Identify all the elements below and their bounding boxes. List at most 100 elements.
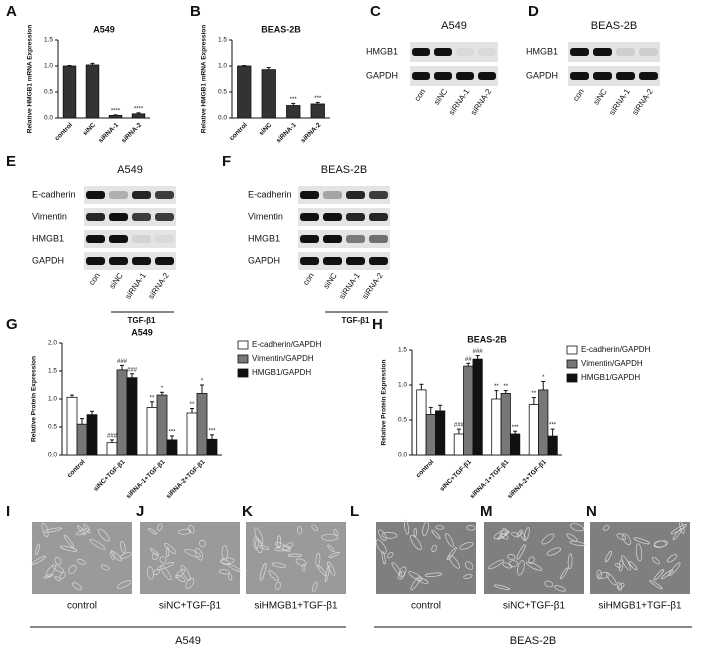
blot-strip bbox=[84, 208, 176, 226]
significance: *** bbox=[208, 428, 216, 434]
y-tick-label: 1.5 bbox=[218, 37, 227, 44]
blot-row-label: Vimentin bbox=[248, 211, 283, 221]
cell bbox=[604, 550, 612, 563]
blot-band bbox=[323, 213, 342, 221]
cell bbox=[311, 524, 318, 532]
cell bbox=[464, 561, 474, 570]
x-tick-label: siRNA-2 bbox=[300, 121, 323, 144]
cell bbox=[653, 569, 665, 581]
cell bbox=[628, 561, 638, 571]
cell bbox=[185, 577, 195, 589]
micrograph-caption: control bbox=[67, 601, 97, 612]
chart-title: BEAS-2B bbox=[261, 24, 301, 34]
blot-band bbox=[639, 72, 658, 80]
bar bbox=[76, 423, 88, 456]
blot-band bbox=[300, 257, 319, 265]
bar bbox=[86, 414, 98, 456]
blot-band bbox=[369, 191, 388, 199]
cell bbox=[83, 523, 91, 534]
blot-row-label: Vimentin bbox=[32, 211, 67, 221]
cell bbox=[159, 556, 167, 564]
cell bbox=[541, 533, 555, 545]
cell bbox=[41, 522, 49, 538]
cell bbox=[227, 573, 233, 581]
cell bbox=[220, 557, 235, 565]
blot-band bbox=[412, 72, 430, 80]
legend-swatch bbox=[237, 340, 249, 350]
bar bbox=[237, 65, 252, 119]
blot-band bbox=[639, 48, 658, 56]
blot-band bbox=[593, 48, 612, 56]
bar bbox=[416, 389, 427, 456]
significance: ### bbox=[127, 367, 138, 373]
panel-letter: I bbox=[6, 503, 10, 520]
cell bbox=[276, 535, 281, 549]
y-axis-label: Relative Protein Expression bbox=[381, 359, 388, 445]
significance: ### bbox=[454, 423, 465, 429]
cell bbox=[221, 559, 230, 565]
cell bbox=[569, 540, 586, 546]
cell bbox=[446, 547, 457, 561]
cell bbox=[668, 562, 681, 577]
cell bbox=[315, 552, 321, 567]
blot-title: BEAS-2B bbox=[591, 20, 637, 32]
cell bbox=[670, 524, 687, 535]
cell bbox=[672, 528, 683, 541]
cell bbox=[391, 562, 403, 576]
cell bbox=[502, 562, 513, 569]
blot-band bbox=[412, 48, 430, 56]
group-label: TGF-β1 bbox=[342, 316, 371, 325]
lane-label: siRNA-2 bbox=[146, 271, 171, 301]
cell bbox=[381, 551, 386, 565]
blot-row-label: GAPDH bbox=[366, 70, 398, 80]
legend-swatch bbox=[237, 354, 249, 364]
bar bbox=[472, 358, 483, 456]
bar bbox=[453, 433, 464, 456]
cell bbox=[459, 541, 474, 550]
blot-row-label: GAPDH bbox=[248, 255, 280, 265]
y-tick-label: 1.5 bbox=[398, 347, 407, 354]
cell bbox=[554, 585, 566, 592]
blot-strip bbox=[84, 186, 176, 204]
blot-band bbox=[155, 235, 174, 243]
y-tick-label: 1.0 bbox=[398, 382, 407, 389]
cell bbox=[497, 530, 510, 540]
significance: * bbox=[161, 386, 164, 392]
cell bbox=[43, 573, 53, 579]
blot-band bbox=[456, 48, 474, 56]
bar bbox=[547, 435, 558, 456]
cell bbox=[175, 569, 186, 579]
lane-label: siNC bbox=[592, 87, 609, 107]
lane-label: con bbox=[87, 271, 102, 287]
micrograph bbox=[376, 522, 476, 594]
lane-label: siRNA-1 bbox=[607, 87, 632, 117]
cell bbox=[149, 548, 159, 557]
blot-band bbox=[109, 191, 128, 199]
cell bbox=[654, 540, 667, 548]
cell bbox=[312, 581, 318, 592]
lane-label: siRNA-2 bbox=[630, 87, 655, 117]
cell bbox=[618, 582, 625, 590]
x-tick-label: siRNA-2 bbox=[120, 121, 143, 144]
blot-row-label: HMGB1 bbox=[526, 46, 558, 56]
blot-band bbox=[132, 257, 151, 265]
cell bbox=[546, 547, 562, 556]
panel-letter: E bbox=[6, 153, 16, 170]
chart-title: BEAS-2B bbox=[467, 334, 507, 344]
blot-row-label: E-cadherin bbox=[248, 189, 292, 199]
cell bbox=[516, 544, 526, 560]
significance: *** bbox=[549, 423, 557, 429]
cell bbox=[616, 582, 623, 591]
cell bbox=[157, 562, 175, 570]
lane-label: siNC bbox=[432, 87, 449, 107]
lane-label: con bbox=[301, 271, 316, 287]
bar bbox=[116, 369, 128, 456]
blot-band bbox=[478, 72, 496, 80]
lane-label: con bbox=[413, 87, 428, 103]
blot-band bbox=[155, 213, 174, 221]
lane-label: siRNA-1 bbox=[123, 271, 148, 301]
micrograph-caption: siNC+TGF-β1 bbox=[159, 601, 222, 612]
panel-letter: D bbox=[528, 3, 539, 20]
blot-title: A549 bbox=[117, 164, 143, 176]
legend-label: E-cadherin/GAPDH bbox=[252, 340, 322, 349]
